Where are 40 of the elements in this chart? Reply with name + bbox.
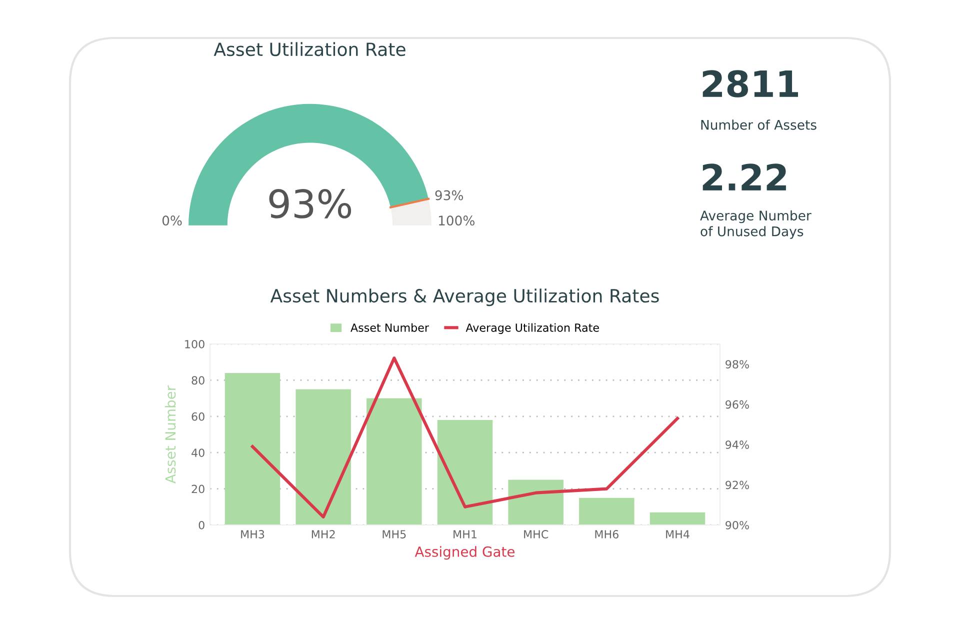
text: Average Number of Unused Days (700, 210, 812, 239)
x-tick-label: MH6 (595, 530, 618, 538)
y2-tick-label: 90% (726, 520, 749, 530)
y-axis-title: Asset Number (164, 385, 176, 484)
x-tick-label: MH2 (312, 530, 335, 538)
legend-label: Average Utilization Rate (466, 323, 599, 334)
x-tick-label: MH5 (382, 530, 406, 538)
bar (224, 372, 280, 525)
data-label: 93% (269, 189, 352, 218)
x-tick-label: MH3 (241, 530, 264, 538)
bar (650, 512, 706, 525)
bar (579, 498, 634, 525)
x-axis-title: Assigned Gate (414, 546, 515, 560)
y-tick-label: 20 (192, 484, 204, 494)
chart-title: Asset Numbers & Average Utilization Rates (270, 288, 659, 306)
text: Number of Assets (701, 120, 816, 130)
chart-title: Asset Utilization Rate (214, 42, 406, 56)
y2-tick-label: 96% (726, 400, 749, 409)
x-tick-label: MHC (524, 530, 548, 538)
text: 100% (438, 216, 474, 226)
legend-label: Asset Number (350, 323, 430, 332)
y-tick-label: 100 (185, 340, 204, 348)
text: 2.22 (702, 164, 786, 190)
y-tick-label: 40 (192, 448, 204, 457)
y2-tick-label: 94% (726, 440, 749, 449)
y-tick-label: 80 (192, 376, 204, 385)
bar (437, 420, 493, 525)
x-tick-label: MH1 (454, 530, 476, 538)
y-tick-label: 60 (192, 412, 204, 421)
x-tick-label: MH4 (666, 530, 690, 538)
bar (296, 389, 351, 525)
bar (508, 480, 564, 525)
line-series (250, 356, 680, 518)
text: 0% (162, 216, 182, 226)
y2-tick-label: 98% (726, 360, 749, 368)
text: 93% (435, 190, 464, 200)
text: 2811 (702, 70, 798, 98)
y2-tick-label: 92% (726, 480, 749, 490)
y-tick-label: 0 (198, 520, 204, 530)
bar (366, 398, 422, 525)
